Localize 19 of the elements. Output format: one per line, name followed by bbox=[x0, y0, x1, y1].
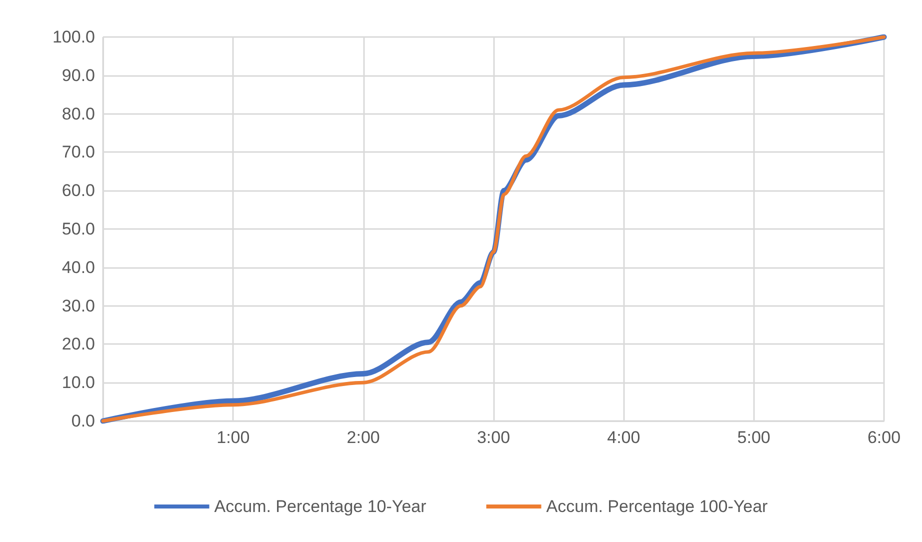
y-tick-label: 10.0 bbox=[62, 373, 95, 392]
y-tick-label: 30.0 bbox=[62, 296, 95, 316]
x-tick-label: 6:00 bbox=[867, 428, 901, 447]
y-tick-label: 40.0 bbox=[62, 258, 95, 277]
y-tick-label: 50.0 bbox=[62, 220, 95, 238]
legend-label: Accum. Percentage 100-Year bbox=[546, 497, 768, 516]
y-tick-label: 0.0 bbox=[71, 412, 95, 430]
x-tick-label: 2:00 bbox=[346, 428, 380, 447]
x-tick-label: 4:00 bbox=[607, 428, 640, 447]
x-tick-label: 1:00 bbox=[216, 428, 250, 447]
y-tick-label: 90.0 bbox=[62, 66, 95, 85]
x-tick-label: 5:00 bbox=[737, 428, 770, 447]
legend-label: Accum. Percentage 10-Year bbox=[214, 497, 427, 516]
y-tick-label: 20.0 bbox=[62, 334, 95, 354]
x-tick-label: 3:00 bbox=[476, 428, 510, 447]
y-tick-label: 60.0 bbox=[62, 181, 95, 200]
y-tick-label: 100.0 bbox=[52, 28, 95, 46]
y-tick-label: 70.0 bbox=[62, 142, 95, 162]
y-tick-label: 80.0 bbox=[62, 104, 95, 124]
